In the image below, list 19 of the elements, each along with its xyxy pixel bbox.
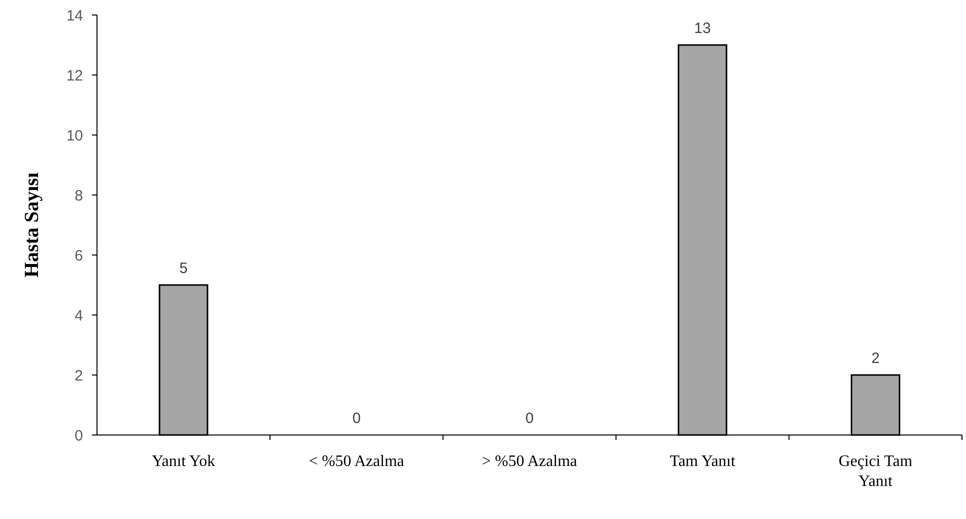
y-tick-label: 12 — [66, 67, 83, 84]
data-label: 0 — [525, 410, 534, 427]
y-tick-label: 14 — [66, 7, 83, 24]
x-tick-label: Tam Yanıt — [670, 453, 736, 470]
data-label: 13 — [694, 20, 711, 37]
data-label: 0 — [352, 410, 361, 427]
y-tick-label: 8 — [74, 187, 83, 204]
y-tick-label: 6 — [74, 247, 83, 264]
y-tick-label: 10 — [66, 127, 83, 144]
y-tick-label: 0 — [74, 427, 83, 444]
data-label: 2 — [871, 350, 880, 367]
x-tick-label: Yanıt Yok — [152, 453, 216, 470]
y-axis-title: Hasta Sayısı — [21, 172, 43, 278]
x-tick-label: < %50 Azalma — [308, 453, 404, 470]
y-tick-label: 4 — [74, 307, 83, 324]
y-tick-label: 2 — [74, 367, 83, 384]
x-tick-label: > %50 Azalma — [482, 453, 578, 470]
data-label: 5 — [179, 260, 188, 277]
x-tick-label: Geçici Tam Yanıt — [838, 453, 913, 490]
